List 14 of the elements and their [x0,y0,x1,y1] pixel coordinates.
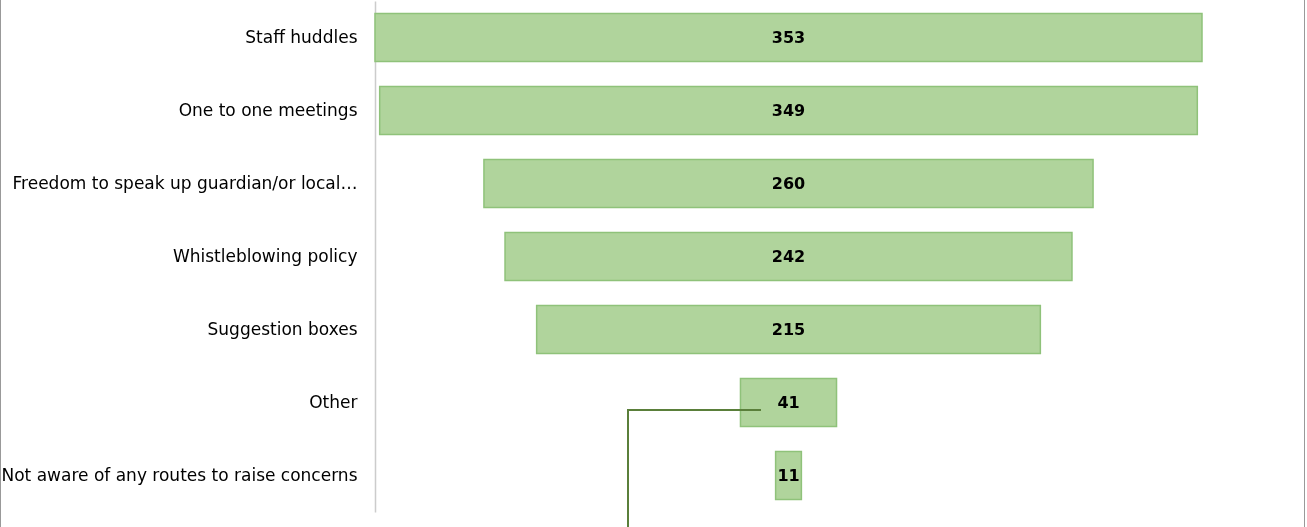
category-label: Other [309,391,358,412]
data-label: 41 [777,392,800,412]
category-label: Not aware of any routes to raise concerns [1,464,358,485]
category-label: One to one meetings [178,99,358,120]
category-label: Whistleblowing policy [172,245,358,266]
category-label: Staff huddles [245,26,358,47]
category-label: Freedom to speak up guardian/or local… [12,172,358,193]
data-label: 11 [777,465,800,485]
data-label: 260 [771,173,806,193]
data-label: 349 [771,100,806,120]
data-label: 353 [771,27,806,47]
data-label: 242 [771,246,806,266]
data-label: 215 [771,319,806,339]
category-label: Suggestion boxes [207,318,358,339]
